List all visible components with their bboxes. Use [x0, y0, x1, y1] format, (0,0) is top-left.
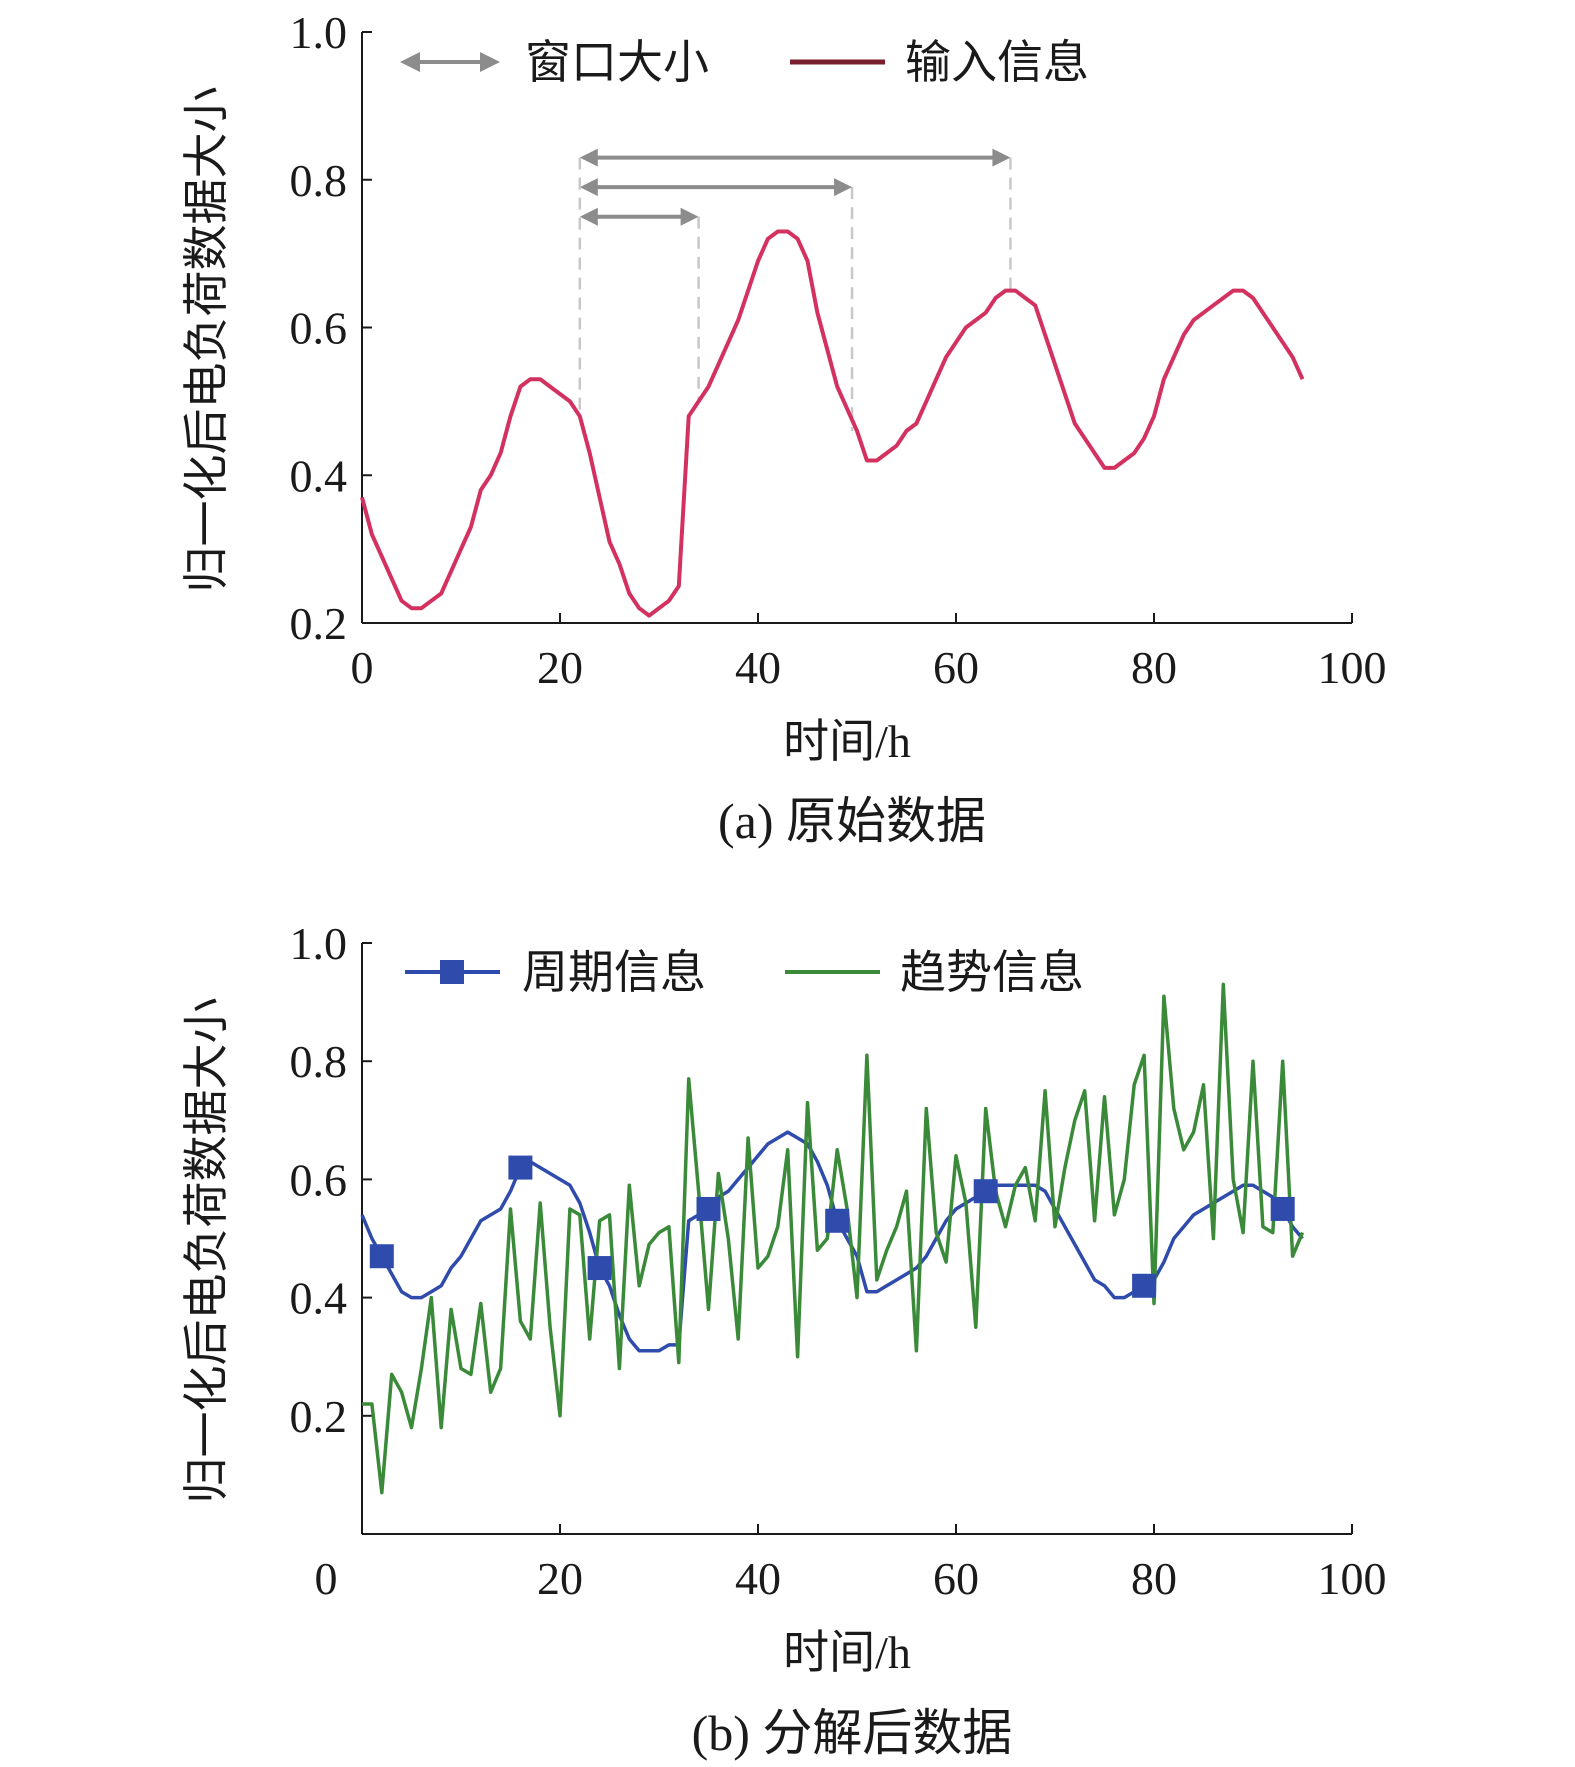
panel-caption: (b) 分解后数据	[692, 1705, 1013, 1761]
series-marker	[696, 1196, 721, 1221]
series-marker	[1270, 1196, 1295, 1221]
x-tick-label: 80	[1131, 642, 1177, 693]
y-tick-label: 0.2	[290, 1391, 348, 1442]
x-axis-label: 时间/h	[783, 716, 911, 767]
legend-marker-period	[440, 960, 464, 984]
window-arrow-head-right	[834, 178, 853, 197]
x-tick-label: 40	[735, 1553, 781, 1604]
x-tick-label: 0	[315, 1553, 338, 1604]
x-tick-label: 20	[537, 642, 583, 693]
y-tick-label: 1.0	[290, 918, 348, 969]
x-tick-label: 80	[1131, 1553, 1177, 1604]
y-tick-label: 0.4	[290, 1273, 348, 1324]
series-marker	[587, 1256, 612, 1281]
y-tick-label: 1.0	[290, 7, 348, 58]
series-line-2	[362, 982, 1305, 1495]
legend-label-period: 周期信息	[522, 947, 706, 998]
panel-caption: (a) 原始数据	[718, 793, 986, 849]
window-arrow-head-left	[579, 148, 598, 167]
x-tick-label: 100	[1318, 1553, 1387, 1604]
window-arrow-head-right	[680, 207, 699, 226]
y-tick-label: 0.8	[290, 155, 348, 206]
series-marker	[825, 1208, 850, 1233]
x-tick-label: 100	[1318, 642, 1387, 693]
chart-panel-a: 0 20 40 60 80 100 0.2 0.4 0.6 0.8 1.0 时间/h 归一化后电负荷数据…	[181, 7, 1387, 849]
window-arrow-head-left	[579, 207, 598, 226]
x-tick-label: 60	[933, 642, 979, 693]
series-line-1	[360, 229, 1305, 618]
legend-window-arrow-right	[480, 52, 500, 72]
y-tick-label: 0.6	[290, 303, 348, 354]
y-tick-label: 0.4	[290, 450, 348, 501]
y-tick-label: 0.6	[290, 1154, 348, 1205]
y-tick-label: 0.8	[290, 1036, 348, 1087]
y-axis-label: 归一化后电负荷数据大小	[181, 998, 232, 1504]
x-tick-label: 60	[933, 1553, 979, 1604]
series-marker	[508, 1155, 533, 1180]
x-tick-label: 20	[537, 1553, 583, 1604]
series-marker	[369, 1244, 394, 1269]
x-tick-label: 40	[735, 642, 781, 693]
chart-panel-b: 0 20 40 60 80 100 0.2 0.4 0.6 0.8 1.0 时间/h 归一化后电负荷数据…	[181, 918, 1387, 1761]
legend-label-input: 输入信息	[905, 37, 1089, 88]
window-arrow-head-left	[579, 178, 598, 197]
y-axis-label: 归一化后电负荷数据大小	[181, 87, 232, 593]
x-tick-label: 0	[351, 642, 374, 693]
series-marker	[1132, 1273, 1157, 1298]
legend-label-trend: 趋势信息	[900, 947, 1084, 998]
legend-window-arrow-left	[400, 52, 420, 72]
series-marker	[973, 1179, 998, 1204]
x-axis-label: 时间/h	[783, 1627, 911, 1678]
window-arrow-head-right	[992, 148, 1011, 167]
legend-label-window: 窗口大小	[525, 37, 709, 88]
y-tick-label: 0.2	[290, 598, 348, 649]
